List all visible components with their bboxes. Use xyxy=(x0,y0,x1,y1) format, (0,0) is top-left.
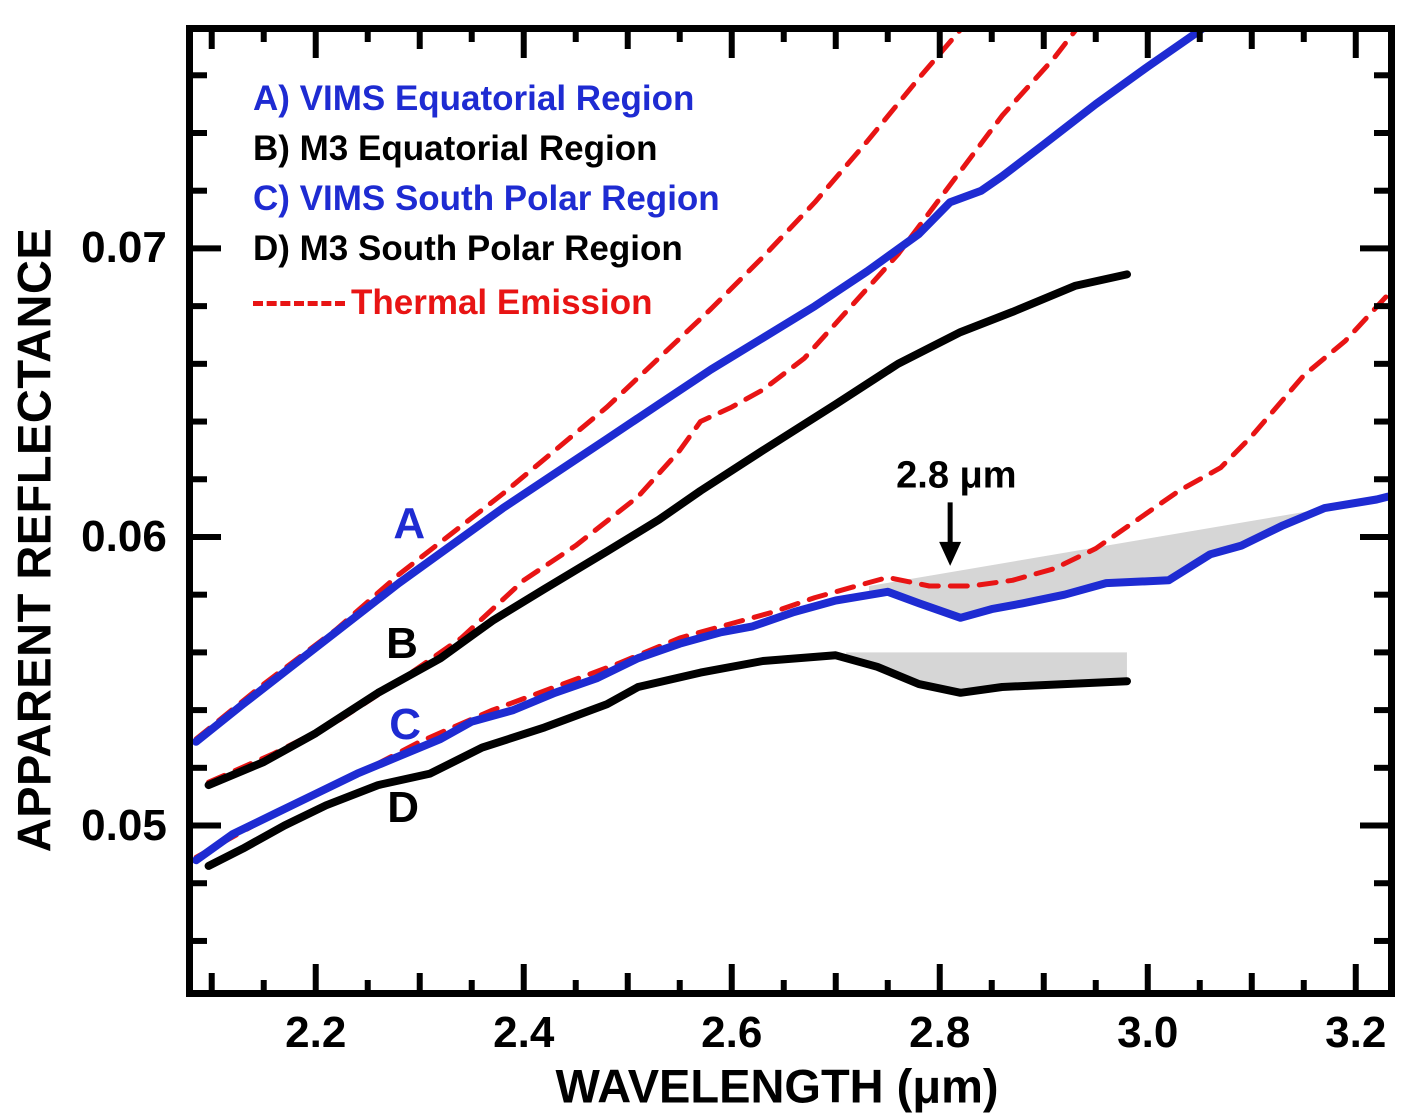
legend-item-a: A) VIMS Equatorial Region xyxy=(253,79,695,118)
legend-item-c: C) VIMS South Polar Region xyxy=(253,179,720,218)
x-tick-label-2.4: 2.4 xyxy=(493,1008,555,1057)
curve-b-m3-equatorial-region xyxy=(204,270,1131,790)
legend-item-d: D) M3 South Polar Region xyxy=(253,229,683,268)
spectra-curves xyxy=(193,32,1388,870)
x-axis-title: WAVELENGTH (μm) xyxy=(555,1059,999,1113)
y-axis-title: APPARENT REFLECTANCE xyxy=(7,227,61,853)
curve-d-m3-south-polar-region xyxy=(204,651,1131,870)
x-tick-label-2.6: 2.6 xyxy=(701,1008,763,1057)
legend: A) VIMS Equatorial Region B) M3 Equatori… xyxy=(253,74,720,274)
curve-a-vims-equatorial-region xyxy=(193,32,1205,746)
feature-arrow xyxy=(939,502,962,566)
curve-thermal-emission-c- xyxy=(193,292,1388,860)
absorption-feature-label: 2.8 μm xyxy=(896,454,1017,497)
south-polar-vims-thermal-excess xyxy=(869,508,1327,618)
x-tick-label-2.2: 2.2 xyxy=(285,1008,347,1057)
y-tick-label-0.05: 0.05 xyxy=(81,800,167,850)
x-tick-label-3.0: 3.0 xyxy=(1117,1008,1179,1057)
plot-border xyxy=(186,25,1395,997)
plot-frame-and-ticks xyxy=(186,25,1395,997)
curve-c-vims-south-polar-region xyxy=(193,492,1388,865)
curve-label-b: B xyxy=(386,618,418,668)
curve-label-c: C xyxy=(389,699,422,749)
legend-thermal-label: Thermal Emission xyxy=(351,283,653,322)
legend-item-b: B) M3 Equatorial Region xyxy=(253,129,658,168)
x-tick-label-2.8: 2.8 xyxy=(909,1008,971,1057)
curve-label-a: A xyxy=(393,498,426,548)
dashed-line-sample xyxy=(253,300,345,306)
y-tick-label-0.07: 0.07 xyxy=(81,223,167,273)
curve-label-d: D xyxy=(387,783,419,833)
legend-thermal-emission: Thermal Emission xyxy=(253,283,652,323)
arrow-head xyxy=(939,541,962,566)
y-tick-label-0.06: 0.06 xyxy=(81,511,167,561)
x-tick-label-3.2: 3.2 xyxy=(1325,1008,1387,1057)
